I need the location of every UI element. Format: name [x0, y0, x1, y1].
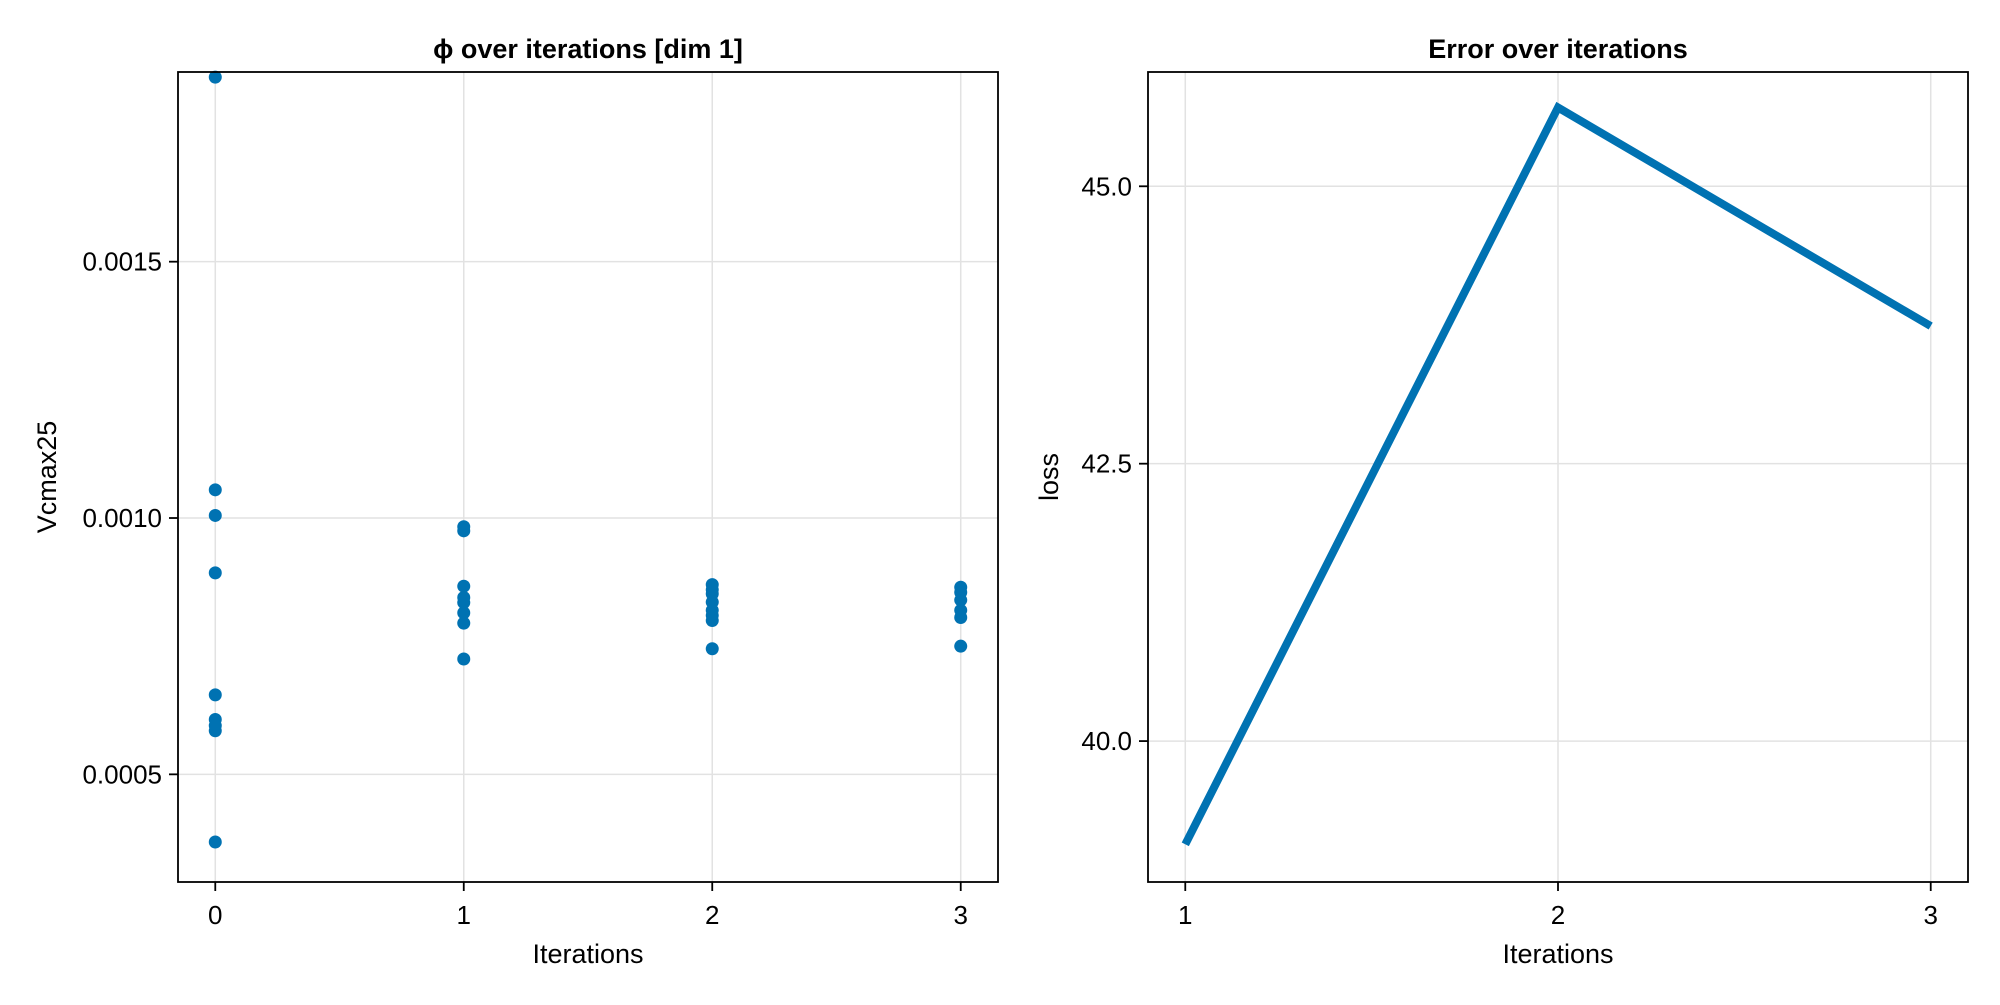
error-y-axis-label: loss — [1034, 453, 1064, 501]
error-x-axis-label: Iterations — [1502, 939, 1613, 969]
phi-data-point — [208, 688, 222, 702]
phi-data-point — [457, 596, 471, 610]
phi-scatter-panel: ϕ over iterations [dim 1] 0 1 2 3 0.0005 0.00… — [32, 34, 999, 969]
phi-data-point — [457, 579, 471, 593]
phi-y-axis-label: Vcmax25 — [32, 421, 62, 534]
error-x-tick-label: 3 — [1923, 900, 1937, 930]
error-line-panel: Error over iterations 1 2 3 40.0 42.5 45.0 It… — [1034, 34, 1969, 969]
phi-gridlines — [178, 72, 998, 882]
error-ticks: 1 2 3 40.0 42.5 45.0 — [1081, 171, 1938, 930]
phi-data-point — [457, 616, 471, 630]
phi-ticks: 0 1 2 3 0.0005 0.0010 0.0015 — [82, 247, 967, 930]
error-y-tick-label: 40.0 — [1081, 726, 1132, 756]
phi-y-tick-label: 0.0015 — [82, 247, 162, 277]
phi-points — [208, 70, 968, 849]
error-y-tick-label: 42.5 — [1081, 449, 1132, 479]
phi-data-point — [705, 642, 719, 656]
phi-x-axis-label: Iterations — [532, 939, 643, 969]
phi-data-point — [208, 508, 222, 522]
phi-chart-title: ϕ over iterations [dim 1] — [433, 34, 743, 64]
phi-y-tick-label: 0.0010 — [82, 503, 162, 533]
phi-x-tick-label: 3 — [953, 900, 967, 930]
phi-data-point — [208, 483, 222, 497]
error-gridlines — [1148, 72, 1968, 882]
error-x-tick-label: 1 — [1178, 900, 1192, 930]
error-y-tick-label: 45.0 — [1081, 171, 1132, 201]
phi-data-point — [208, 724, 222, 738]
phi-x-tick-label: 2 — [705, 900, 719, 930]
phi-plot-frame — [177, 71, 999, 883]
phi-data-point — [954, 610, 968, 624]
phi-data-point — [954, 593, 968, 607]
phi-data-point — [705, 614, 719, 628]
error-x-tick-label: 2 — [1551, 900, 1565, 930]
phi-data-point — [457, 652, 471, 666]
phi-data-point — [457, 524, 471, 538]
error-series-line — [1181, 101, 1933, 847]
phi-data-point — [208, 835, 222, 849]
error-line — [1181, 101, 1933, 847]
phi-data-point — [208, 566, 222, 580]
error-chart-title: Error over iterations — [1428, 34, 1688, 64]
phi-x-tick-label: 0 — [208, 900, 222, 930]
phi-y-tick-label: 0.0005 — [82, 759, 162, 789]
phi-data-point — [954, 639, 968, 653]
phi-data-point — [208, 70, 222, 84]
phi-data-point — [457, 606, 471, 620]
phi-x-tick-label: 1 — [457, 900, 471, 930]
